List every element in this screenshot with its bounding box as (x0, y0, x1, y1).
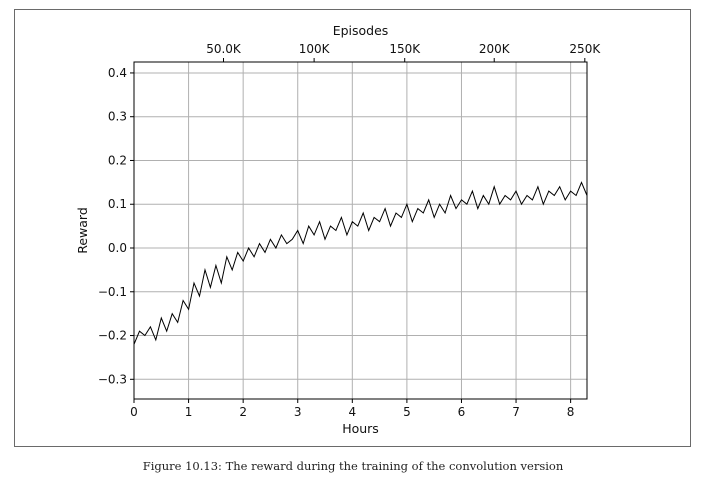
series-line-layer (133, 181, 588, 345)
y-axis-label: Reward (75, 207, 90, 254)
y-tick-label: −0.1 (98, 285, 127, 299)
top-x-axis-label: Episodes (333, 23, 389, 38)
x-tick-label: 6 (458, 405, 466, 419)
y-tick-label: 0.3 (108, 110, 127, 124)
y-tick-label: 0.2 (108, 153, 127, 167)
top-x-tick-label: 150K (389, 42, 421, 56)
top-x-tick-label: 250K (569, 42, 601, 56)
x-tick-label: 4 (348, 405, 356, 419)
y-tick-label: −0.3 (98, 372, 127, 386)
top-x-tick-label: 100K (299, 42, 331, 56)
y-tick-label: 0.1 (108, 197, 127, 211)
x-tick-label: 0 (130, 405, 138, 419)
x-tick-label: 2 (239, 405, 247, 419)
top-x-tick-label: 200K (479, 42, 511, 56)
grid-lines (133, 62, 587, 399)
y-tick-label: −0.2 (98, 329, 127, 343)
series-line (133, 181, 588, 345)
plot-area-border (133, 61, 588, 400)
x-axis-label: Hours (342, 421, 379, 436)
x-tick-label: 7 (512, 405, 520, 419)
figure-caption: Figure 10.13: The reward during the trai… (142, 459, 564, 473)
top-x-tick-label: 50.0K (206, 42, 242, 56)
y-tick-label: 0.4 (108, 66, 127, 80)
x-tick-label: 8 (567, 405, 575, 419)
y-tick-label: 0.0 (108, 241, 127, 255)
x-tick-label: 3 (294, 405, 302, 419)
x-tick-label: 1 (185, 405, 193, 419)
axis-ticks: 0 1 2 3 4 5 6 7 8 −0.3 −0.2 −0.1 0.0 0.1 0.2 0.3 0.4 50.0… (98, 42, 601, 419)
x-tick-label: 5 (403, 405, 411, 419)
